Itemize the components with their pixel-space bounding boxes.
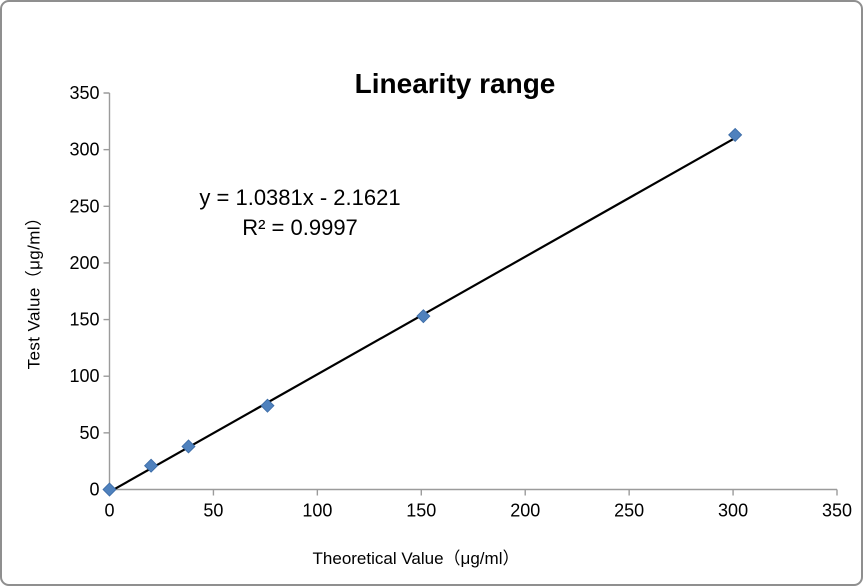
x-tick-label: 100 (302, 501, 332, 521)
data-point-marker (181, 439, 196, 454)
y-tick-label: 0 (89, 480, 99, 500)
chart-title: Linearity range (354, 68, 556, 99)
y-tick-label: 250 (69, 196, 99, 216)
x-tick-label: 250 (614, 501, 644, 521)
data-point-marker (144, 458, 159, 473)
x-tick-label: 0 (104, 501, 114, 521)
data-point-marker (416, 309, 431, 324)
trendline-equation-label: y = 1.0381x - 2.1621 (199, 185, 401, 210)
y-tick-label: 50 (79, 423, 99, 443)
data-point-marker (260, 398, 275, 413)
y-tick-label: 150 (69, 310, 99, 330)
y-tick-label: 100 (69, 366, 99, 386)
y-tick-label: 300 (69, 140, 99, 160)
x-tick-label: 150 (406, 501, 436, 521)
y-tick-label: 350 (69, 83, 99, 103)
x-tick-label: 200 (510, 501, 540, 521)
data-point-marker (102, 482, 117, 497)
trendline-annotation: y = 1.0381x - 2.1621 R² = 0.9997 (199, 183, 400, 243)
x-tick-label: 300 (718, 501, 748, 521)
x-tick-label: 50 (203, 501, 223, 521)
y-axis-title: Test Value（μg/ml） (24, 208, 44, 370)
x-tick-label: 350 (822, 501, 852, 521)
x-axis-title: Theoretical Value（μg/ml） (312, 549, 520, 568)
y-tick-label: 200 (69, 253, 99, 273)
trendline-r2-label: R² = 0.9997 (242, 215, 358, 240)
data-point-marker (728, 127, 743, 142)
